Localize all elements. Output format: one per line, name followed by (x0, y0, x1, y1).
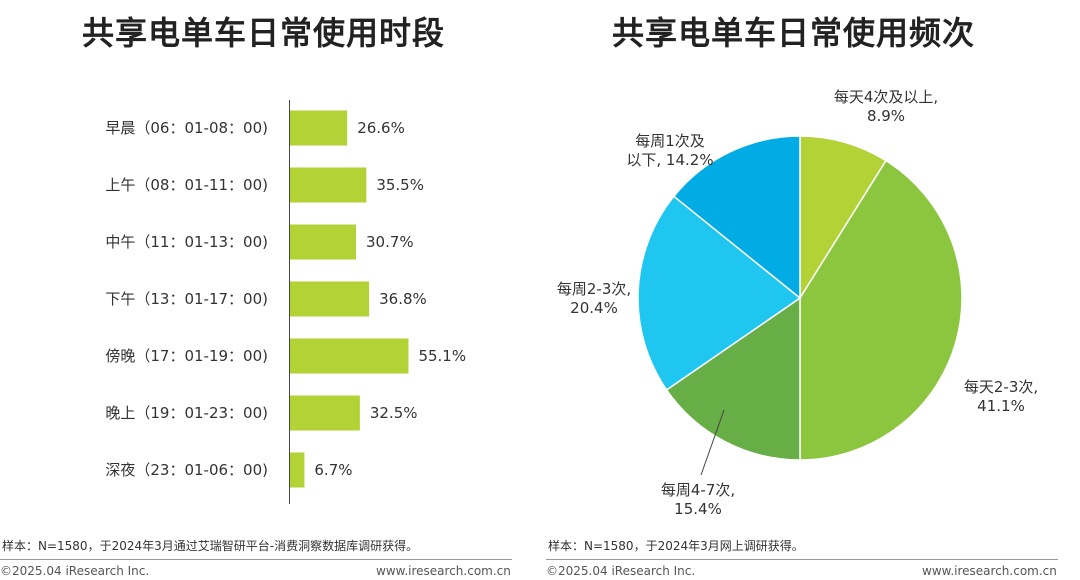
sample-note: 样本：N=1580，于2024年3月通过艾瑞智研平台-消费洞察数据库调研获得。 (2, 539, 419, 553)
value-label: 55.1% (418, 347, 466, 365)
time-period-bar-chart: 早晨（06：01-08：00) 26.6% 上午（08：01-11：00) 35.5%… (105, 100, 466, 504)
category-label: 晚上（19：01-23：00) (105, 404, 268, 422)
value-label: 36.8% (379, 290, 427, 308)
bar (290, 281, 370, 317)
footer-divider (0, 559, 512, 560)
category-label: 下午（13：01-17：00) (105, 290, 268, 308)
bar (290, 452, 305, 488)
pie-slice (665, 296, 801, 461)
website-text: www.iresearch.com.cn (376, 564, 511, 578)
leader-line (700, 409, 725, 476)
slice-label: 8.9% (867, 107, 905, 125)
pie-chart-title: 共享电单车日常使用频次 (612, 14, 976, 52)
slice-label: 每天4次及以上, (834, 88, 938, 106)
slice-label: 41.1% (977, 397, 1025, 415)
value-label: 26.6% (357, 119, 405, 137)
pie-slice (672, 135, 801, 300)
bar-chart-title: 共享电单车日常使用时段 (82, 14, 446, 52)
category-label: 早晨（06：01-08：00) (105, 119, 268, 137)
footer-divider (546, 559, 1058, 560)
slice-label: 每天2-3次, (964, 378, 1038, 396)
frequency-pie-chart: 每天4次及以上,8.9% 每天2-3次,41.1% 每周4-7次,15.4% 每周2-… (557, 88, 1038, 518)
value-label: 30.7% (366, 233, 414, 251)
slice-label: 每周2-3次, (557, 280, 631, 298)
value-label: 6.7% (314, 461, 352, 479)
slice-label: 以下, 14.2% (626, 151, 713, 169)
value-label: 35.5% (376, 176, 424, 194)
value-label: 32.5% (370, 404, 418, 422)
copyright-text: ©2025.04 iResearch Inc. (546, 564, 696, 578)
slice-label: 15.4% (674, 500, 722, 518)
website-text: www.iresearch.com.cn (922, 564, 1057, 578)
bar (290, 224, 357, 260)
slice-label: 每周1次及 (635, 132, 705, 150)
slice-label: 20.4% (570, 299, 618, 317)
category-label: 中午（11：01-13：00) (105, 233, 268, 251)
bar (290, 338, 409, 374)
sample-note: 样本：N=1580，于2024年3月网上调研获得。 (548, 539, 804, 553)
category-label: 傍晚（17：01-19：00) (105, 347, 268, 365)
category-label: 上午（08：01-11：00) (105, 176, 268, 194)
category-label: 深夜（23：01-06：00) (105, 461, 268, 479)
bar (290, 395, 360, 431)
bar (290, 167, 367, 203)
pie-slice (799, 159, 963, 461)
slice-label: 每周4-7次, (661, 481, 735, 499)
pie-slice (637, 195, 802, 391)
pie-slice (799, 135, 887, 301)
bar (290, 110, 348, 146)
copyright-text: ©2025.04 iResearch Inc. (0, 564, 150, 578)
